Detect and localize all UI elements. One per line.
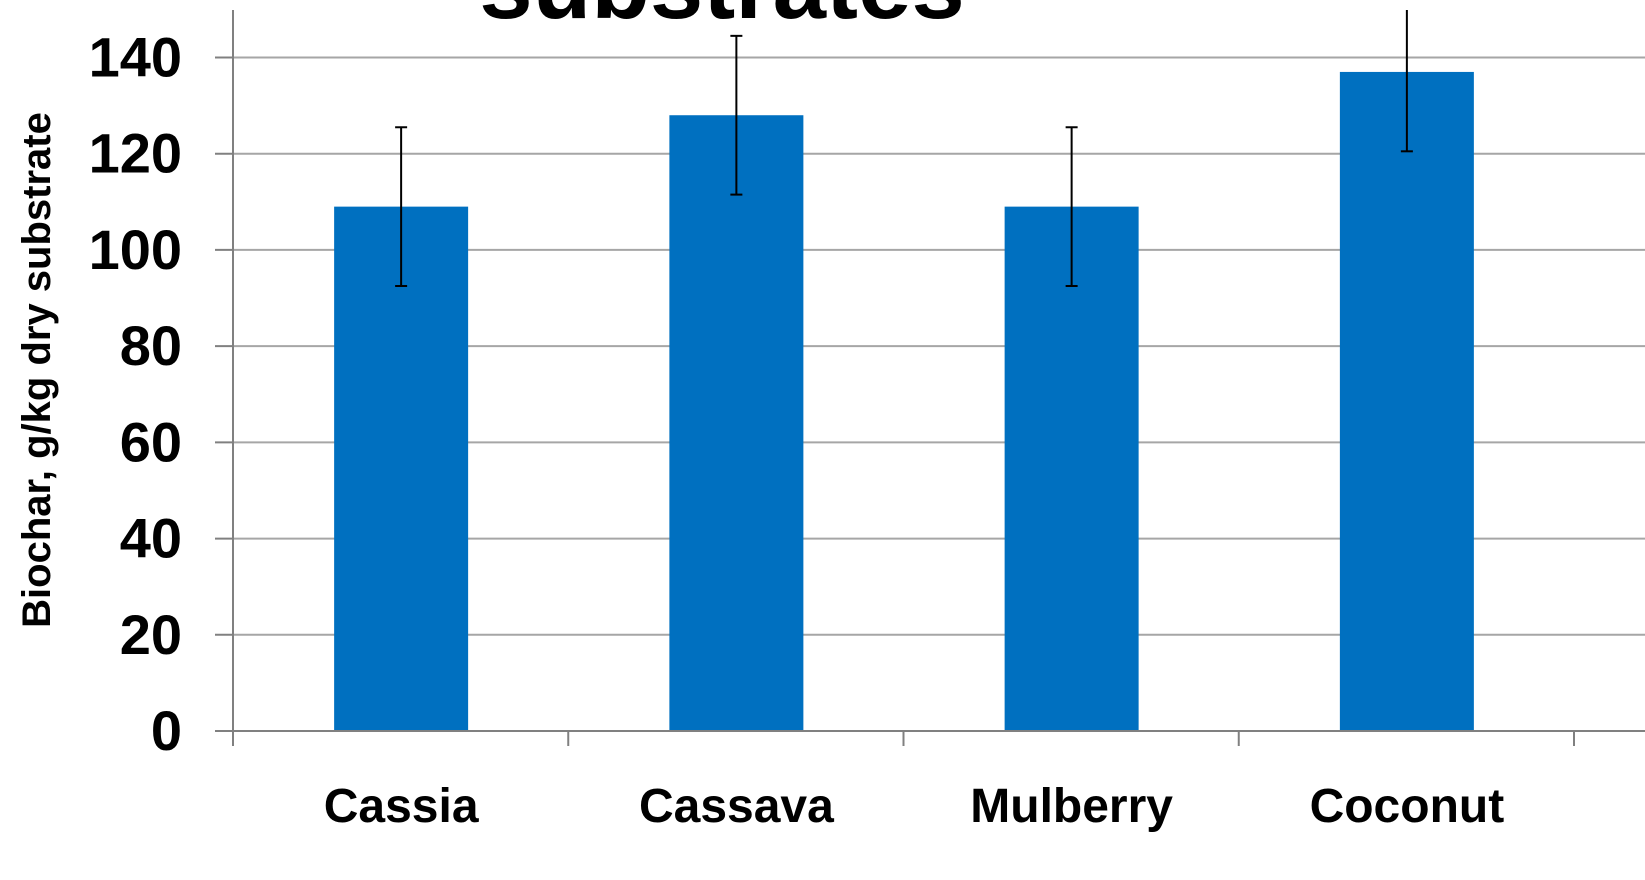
x-tick-label: Mulberry <box>970 780 1173 833</box>
x-tick-label: Cassava <box>639 780 834 833</box>
chart-title: substrates <box>479 0 965 39</box>
x-tick-label: Cassia <box>324 780 479 833</box>
y-tick-label: 0 <box>151 699 182 762</box>
y-tick-label: 80 <box>120 314 182 377</box>
y-tick-label: 20 <box>120 603 182 666</box>
y-tick-label: 100 <box>89 218 182 281</box>
y-tick-labels: 0 20 40 60 80 100 120 140 <box>89 26 182 763</box>
bars <box>334 72 1474 731</box>
x-tick-label: Coconut <box>1310 780 1505 833</box>
error-bars <box>395 10 1413 286</box>
bar-cassava <box>669 115 803 731</box>
y-tick-label: 60 <box>120 410 182 473</box>
y-tick-label: 140 <box>89 26 182 89</box>
x-tick-labels: Cassia Cassava Mulberry Coconut <box>324 780 1504 833</box>
y-axis-label: Biochar, g/kg dry substrate <box>15 112 59 628</box>
bar-coconut <box>1340 72 1474 731</box>
y-tick-label: 40 <box>120 507 182 570</box>
y-tick-label: 120 <box>89 122 182 185</box>
